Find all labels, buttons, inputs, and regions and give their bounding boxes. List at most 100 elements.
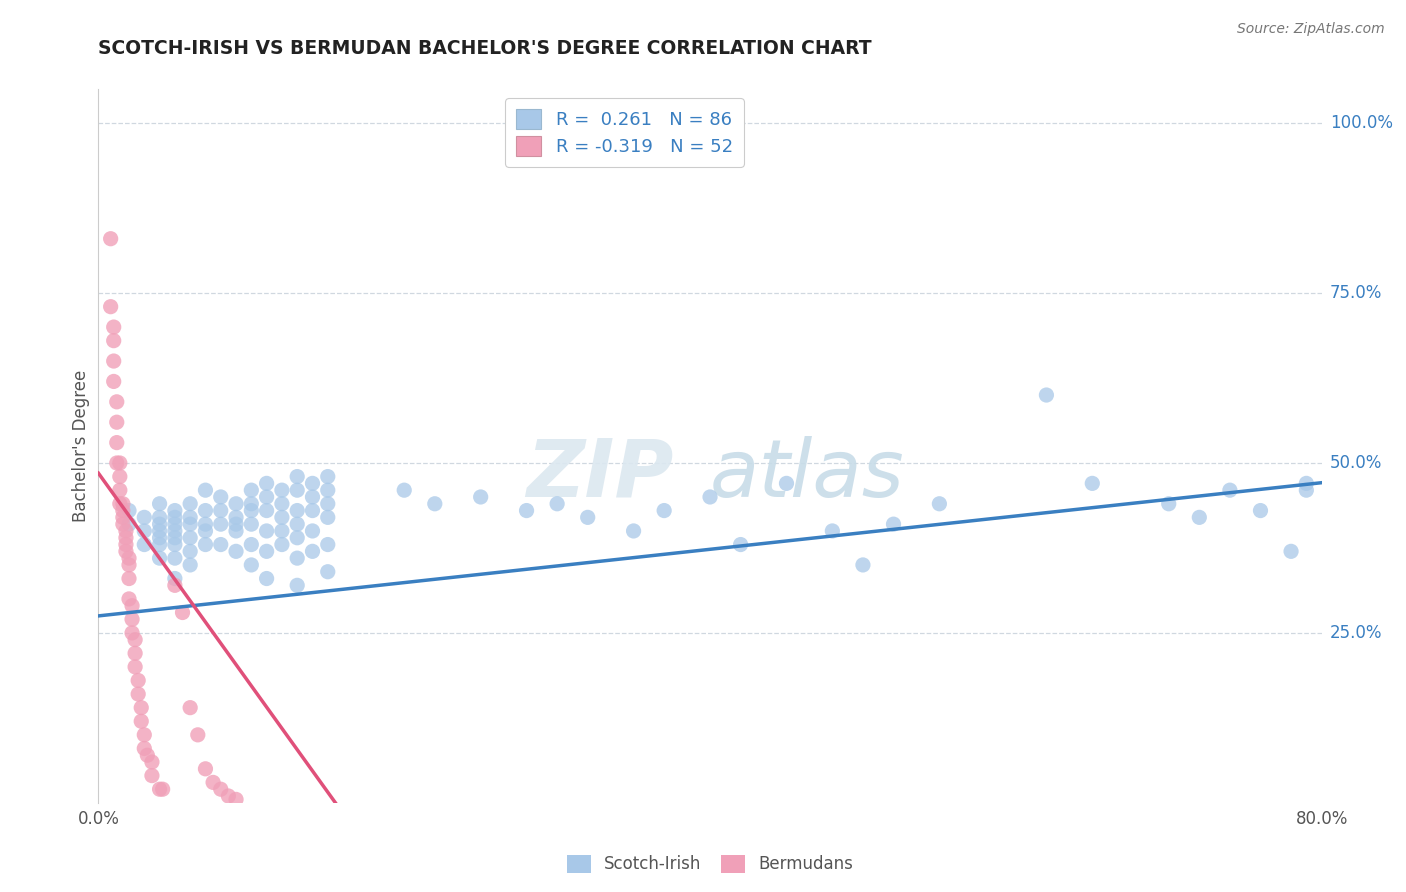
Point	[285, 503, 308, 517]
Point	[105, 415, 128, 429]
Point	[152, 782, 174, 797]
Point	[127, 687, 149, 701]
Point	[470, 490, 492, 504]
Point	[179, 700, 201, 714]
Point	[129, 714, 152, 729]
Point	[111, 517, 134, 532]
Point	[179, 497, 201, 511]
Point	[163, 572, 186, 586]
Point	[270, 510, 292, 524]
Point	[127, 673, 149, 688]
Point	[316, 537, 339, 551]
Point	[209, 517, 232, 532]
Point	[115, 524, 138, 538]
Point	[111, 503, 134, 517]
Point	[883, 517, 905, 532]
Point	[285, 578, 308, 592]
Point	[730, 537, 752, 551]
Text: SCOTCH-IRISH VS BERMUDAN BACHELOR'S DEGREE CORRELATION CHART: SCOTCH-IRISH VS BERMUDAN BACHELOR'S DEGR…	[98, 39, 872, 58]
Point	[149, 537, 172, 551]
Point	[225, 497, 247, 511]
Point	[149, 531, 172, 545]
Point	[301, 544, 323, 558]
Text: 50.0%: 50.0%	[1330, 454, 1382, 472]
Point	[118, 503, 141, 517]
Point	[115, 544, 138, 558]
Text: 25.0%: 25.0%	[1330, 624, 1382, 642]
Point	[149, 551, 172, 566]
Point	[163, 537, 186, 551]
Point	[1279, 544, 1302, 558]
Point	[121, 626, 143, 640]
Point	[423, 497, 446, 511]
Point	[163, 551, 186, 566]
Point	[623, 524, 645, 538]
Point	[301, 476, 323, 491]
Text: 75.0%: 75.0%	[1330, 284, 1382, 302]
Point	[136, 748, 159, 763]
Point	[149, 782, 172, 797]
Point	[270, 524, 292, 538]
Point	[270, 497, 292, 511]
Point	[225, 510, 247, 524]
Point	[149, 517, 172, 532]
Point	[118, 517, 141, 532]
Point	[100, 300, 122, 314]
Point	[108, 469, 131, 483]
Point	[209, 537, 232, 551]
Point	[103, 320, 125, 334]
Point	[516, 503, 538, 517]
Point	[209, 490, 232, 504]
Point	[163, 578, 186, 592]
Point	[225, 517, 247, 532]
Point	[141, 755, 163, 769]
Point	[852, 558, 875, 572]
Point	[134, 537, 156, 551]
Point	[118, 551, 141, 566]
Point	[194, 517, 217, 532]
Point	[225, 544, 247, 558]
Point	[134, 524, 156, 538]
Point	[202, 775, 225, 789]
Point	[134, 728, 156, 742]
Point	[316, 469, 339, 483]
Point	[141, 769, 163, 783]
Point	[115, 537, 138, 551]
Point	[256, 476, 278, 491]
Point	[301, 490, 323, 504]
Point	[240, 517, 263, 532]
Point	[209, 782, 232, 797]
Point	[285, 483, 308, 498]
Point	[149, 524, 172, 538]
Point	[1295, 476, 1317, 491]
Point	[179, 517, 201, 532]
Point	[149, 497, 172, 511]
Point	[163, 531, 186, 545]
Point	[194, 762, 217, 776]
Text: ZIP: ZIP	[526, 435, 673, 514]
Point	[546, 497, 568, 511]
Point	[821, 524, 844, 538]
Point	[1081, 476, 1104, 491]
Point	[105, 456, 128, 470]
Point	[240, 497, 263, 511]
Point	[108, 497, 131, 511]
Point	[103, 375, 125, 389]
Point	[225, 524, 247, 538]
Point	[285, 531, 308, 545]
Point	[1188, 510, 1211, 524]
Point	[240, 483, 263, 498]
Point	[285, 469, 308, 483]
Point	[1035, 388, 1057, 402]
Point	[187, 728, 209, 742]
Point	[111, 510, 134, 524]
Point	[217, 789, 239, 803]
Point	[316, 483, 339, 498]
Point	[256, 572, 278, 586]
Point	[209, 503, 232, 517]
Point	[163, 503, 186, 517]
Point	[134, 510, 156, 524]
Point	[256, 524, 278, 538]
Point	[301, 524, 323, 538]
Point	[316, 497, 339, 511]
